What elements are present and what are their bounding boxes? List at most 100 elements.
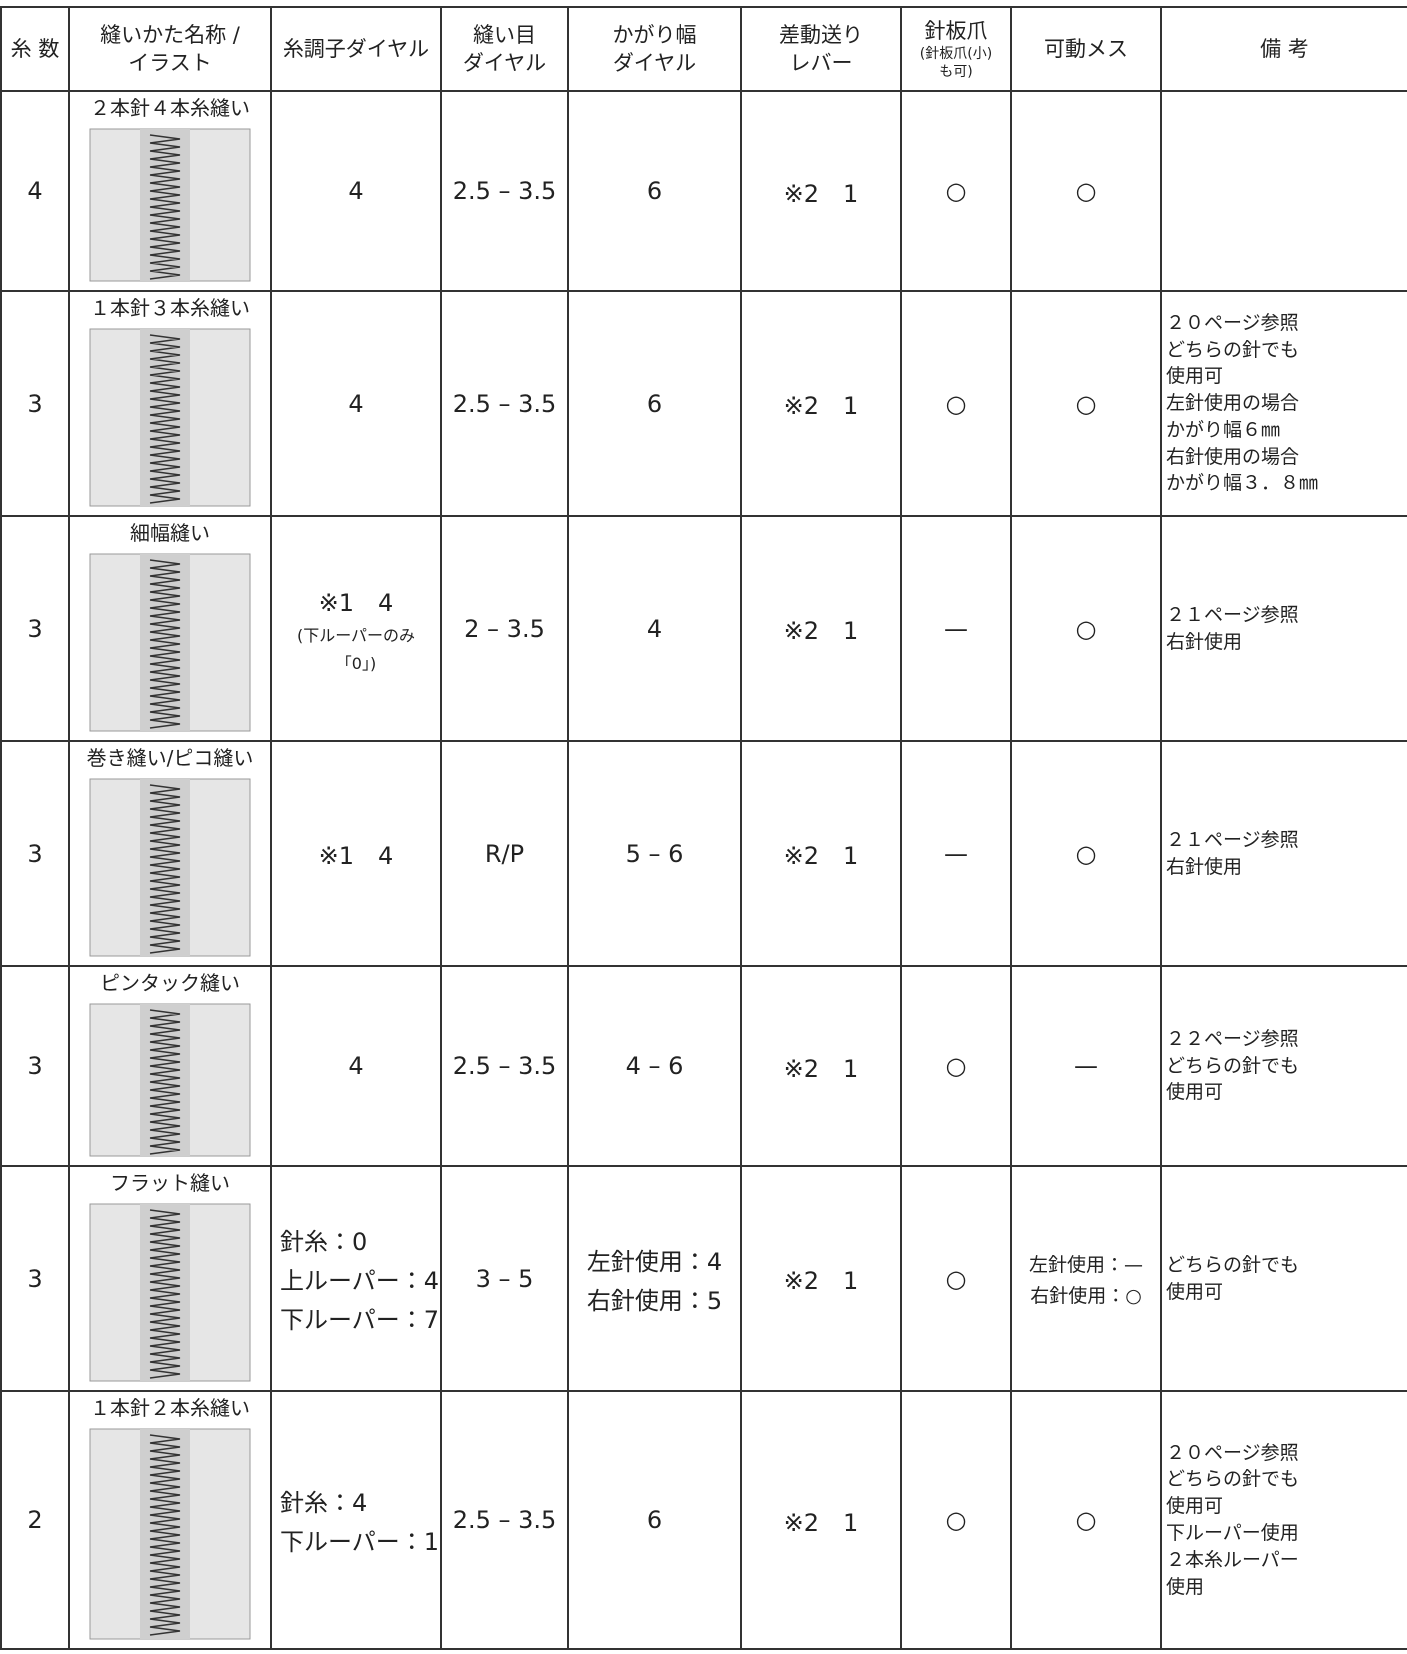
header-text: 可動メス — [1044, 36, 1128, 61]
stitch-finger: ○ — [900, 290, 1012, 517]
width-value: 4 – 6 — [625, 1052, 684, 1080]
stitch-finger: ○ — [900, 965, 1012, 1167]
thread-count: 2 — [0, 1390, 70, 1650]
notes-cell: ２１ページ参照 右針使用 — [1160, 740, 1407, 967]
table-row: 2 １本針２本糸縫い 針糸：4 下ルーパー：1 2.5 – 3.5 6 ※2 1 ○ ○ ２０ペー… — [0, 1390, 1407, 1650]
note-line: 使用可 — [1166, 1081, 1224, 1104]
thread-count: 3 — [0, 965, 70, 1167]
tension-cell: 針糸：0 上ルーパー：4 下ルーパー：7 — [270, 1165, 442, 1392]
stitch-finger: ○ — [900, 90, 1012, 292]
differential-feed: ※2 1 — [740, 90, 902, 292]
note-line: 使用可 — [1166, 365, 1224, 388]
width-value: 5 – 6 — [625, 839, 684, 868]
stitch-name-cell: 巻き縫い/ピコ縫い — [68, 740, 272, 967]
differential-feed: ※2 1 — [740, 740, 902, 967]
thread-count: 3 — [0, 290, 70, 517]
stitch-illustration — [89, 1003, 251, 1157]
stitch-name-cell: 細幅縫い — [68, 515, 272, 742]
table-body: 4 ２本針４本糸縫い 4 2.5 – 3.5 6 ※2 1 ○ ○ 3 １本針３本糸縫い 4 2.5 … — [0, 90, 1407, 1650]
note-line: 下ルーパー使用 — [1166, 1522, 1299, 1544]
stitch-name-cell: ピンタック縫い — [68, 965, 272, 1167]
header-row: 糸 数縫いかた名称 / イラスト 糸調子ダイヤル 縫い目 ダイヤル かがり幅 ダイヤル 差動送… — [0, 6, 1407, 92]
header-text: 差動送り — [779, 22, 863, 47]
stitch-name: フラット縫い — [110, 1171, 230, 1195]
header-text: (針板爪(小) — [919, 46, 993, 63]
thread-count: 3 — [0, 1165, 70, 1392]
tension-value: 針糸：4 — [280, 1489, 368, 1517]
tension-cell: 4 — [270, 965, 442, 1167]
stitch-name-cell: ２本針４本糸縫い — [68, 90, 272, 292]
notes-cell: どちらの針でも 使用可 — [1160, 1165, 1407, 1392]
header-text: 糸調子ダイヤル — [282, 36, 430, 61]
tension-value: ※1 4 — [318, 589, 394, 617]
header-cell: かがり幅 ダイヤル — [567, 6, 742, 92]
note-line: ２０ページ参照 — [1166, 1441, 1299, 1464]
note-line: ２１ページ参照 — [1166, 828, 1299, 851]
table-row: 3 フラット縫い 針糸：0 上ルーパー：4 下ルーパー：7 3 – 5 左針使用：4 右針使用… — [0, 1165, 1407, 1392]
differential-feed: ※2 1 — [740, 1390, 902, 1650]
knife-cell: ○ — [1010, 740, 1162, 967]
note-line: 右針使用 — [1166, 855, 1243, 878]
table-row: 3 巻き縫い/ピコ縫い ※1 4 R/P 5 – 6 ※2 1— ○ ２１ページ参照 右針使用 — [0, 740, 1407, 967]
header-cell: 糸調子ダイヤル — [270, 6, 442, 92]
stitch-name: １本針２本糸縫い — [90, 1396, 250, 1420]
tension-value: 下ルーパー：7 — [280, 1306, 440, 1334]
stitch-length: 2.5 – 3.5 — [440, 1390, 569, 1650]
knife-cell: — — [1010, 965, 1162, 1167]
stitch-name: 細幅縫い — [130, 521, 210, 545]
stitch-illustration — [89, 553, 251, 732]
knife-cell: 左針使用：— 右針使用：○ — [1010, 1165, 1162, 1392]
header-text: 針板爪 — [924, 18, 988, 43]
tension-cell: ※1 4 — [270, 740, 442, 967]
tension-value: 4 — [348, 1052, 364, 1080]
knife-cell: ○ — [1010, 1390, 1162, 1650]
stitch-illustration — [89, 778, 251, 957]
header-text: レバー — [789, 51, 853, 75]
table-row: 4 ２本針４本糸縫い 4 2.5 – 3.5 6 ※2 1 ○ ○ — [0, 90, 1407, 292]
notes-cell: ２２ページ参照 どちらの針でも 使用可 — [1160, 965, 1407, 1167]
stitch-length: 3 – 5 — [440, 1165, 569, 1392]
note-line: 左針使用の場合 — [1166, 392, 1300, 415]
note-line: かがり幅３．８㎜ — [1166, 472, 1319, 495]
header-cell: 縫い目 ダイヤル — [440, 6, 569, 92]
note-line: どちらの針でも — [1166, 1253, 1300, 1276]
note-line: どちらの針でも — [1166, 1054, 1300, 1077]
stitch-name: １本針３本糸縫い — [90, 296, 250, 320]
header-text: 糸 数 — [10, 36, 60, 61]
note-line: ２０ページ参照 — [1166, 311, 1299, 334]
tension-value: 上ルーパー：4 — [280, 1267, 440, 1295]
differential-feed: ※2 1 — [740, 290, 902, 517]
note-line: 使用 — [1166, 1575, 1205, 1598]
width-cell: 4 – 6 — [567, 965, 742, 1167]
knife-value: 左針使用：— — [1028, 1253, 1143, 1276]
stitch-name-cell: １本針２本糸縫い — [68, 1390, 272, 1650]
stitch-finger: ○ — [900, 1165, 1012, 1392]
header-cell: 糸 数 — [0, 6, 70, 92]
knife-value: ○ — [1075, 389, 1097, 418]
header-text: 縫いかた名称 / — [100, 22, 240, 47]
tension-cell: ※1 4 (下ルーパーのみ 「0」) — [270, 515, 442, 742]
stitch-name: 巻き縫い/ピコ縫い — [86, 746, 254, 770]
table-row: 3 細幅縫い ※1 4 (下ルーパーのみ 「0」) 2 – 3.5 4 ※2 1— ○ ２１ページ… — [0, 515, 1407, 742]
knife-cell: ○ — [1010, 290, 1162, 517]
header-cell: 針板爪 (針板爪(小) も可) — [900, 6, 1012, 92]
width-value: 右針使用：5 — [586, 1286, 723, 1315]
knife-value: ○ — [1075, 1506, 1097, 1534]
stitch-length: 2 – 3.5 — [440, 515, 569, 742]
thread-count: 3 — [0, 515, 70, 742]
header-cell: 可動メス — [1010, 6, 1162, 92]
header-text: イラスト — [128, 51, 212, 75]
page: 糸 数縫いかた名称 / イラスト 糸調子ダイヤル 縫い目 ダイヤル かがり幅 ダイヤル 差動送… — [0, 6, 1407, 1654]
width-value: 6 — [646, 177, 663, 205]
header-text: も可) — [939, 64, 973, 81]
header-cell: 差動送り レバー — [740, 6, 902, 92]
header-text: ダイヤル — [462, 51, 547, 75]
note-line: 使用可 — [1166, 1495, 1224, 1518]
table-row: 3 １本針３本糸縫い 4 2.5 – 3.5 6 ※2 1 ○ ○ ２０ページ参照 どちらの針でも… — [0, 290, 1407, 517]
differential-feed: ※2 1 — [740, 515, 902, 742]
notes-cell: ２１ページ参照 右針使用 — [1160, 515, 1407, 742]
tension-value: 4 — [348, 389, 364, 418]
tension-cell: 4 — [270, 290, 442, 517]
stitch-finger: ○ — [900, 1390, 1012, 1650]
differential-feed: ※2 1 — [740, 965, 902, 1167]
